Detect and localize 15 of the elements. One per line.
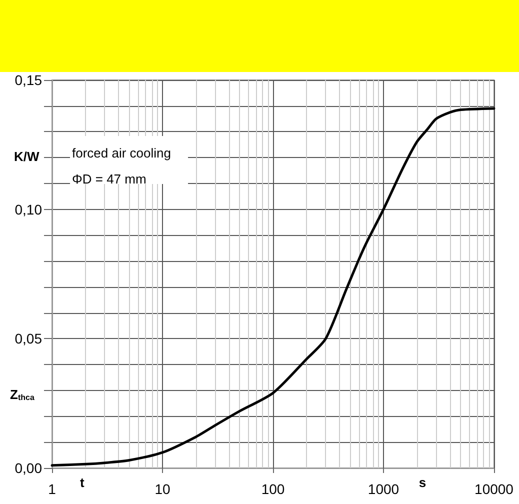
y-tick-label: 0,15 bbox=[14, 72, 42, 88]
annotation: forced air cooling bbox=[72, 146, 171, 160]
y-tick-label: 0,05 bbox=[14, 330, 42, 347]
x-axis-title: t bbox=[80, 475, 85, 490]
x-tick-label: 10 bbox=[154, 481, 170, 497]
y-tick-label: 0,00 bbox=[14, 460, 42, 476]
text: s bbox=[418, 475, 426, 490]
annotation: ΦD = 47 mm bbox=[72, 172, 146, 186]
x-tick-label: 1 bbox=[48, 481, 56, 497]
text: K/W bbox=[14, 149, 40, 164]
x-tick-label: 10000 bbox=[474, 481, 514, 497]
y-tick-label: 0,10 bbox=[14, 201, 42, 218]
y-axis-title: Zthca bbox=[10, 387, 35, 402]
x-tick-label: 1000 bbox=[368, 481, 400, 497]
x-tick-label: 100 bbox=[261, 481, 285, 497]
